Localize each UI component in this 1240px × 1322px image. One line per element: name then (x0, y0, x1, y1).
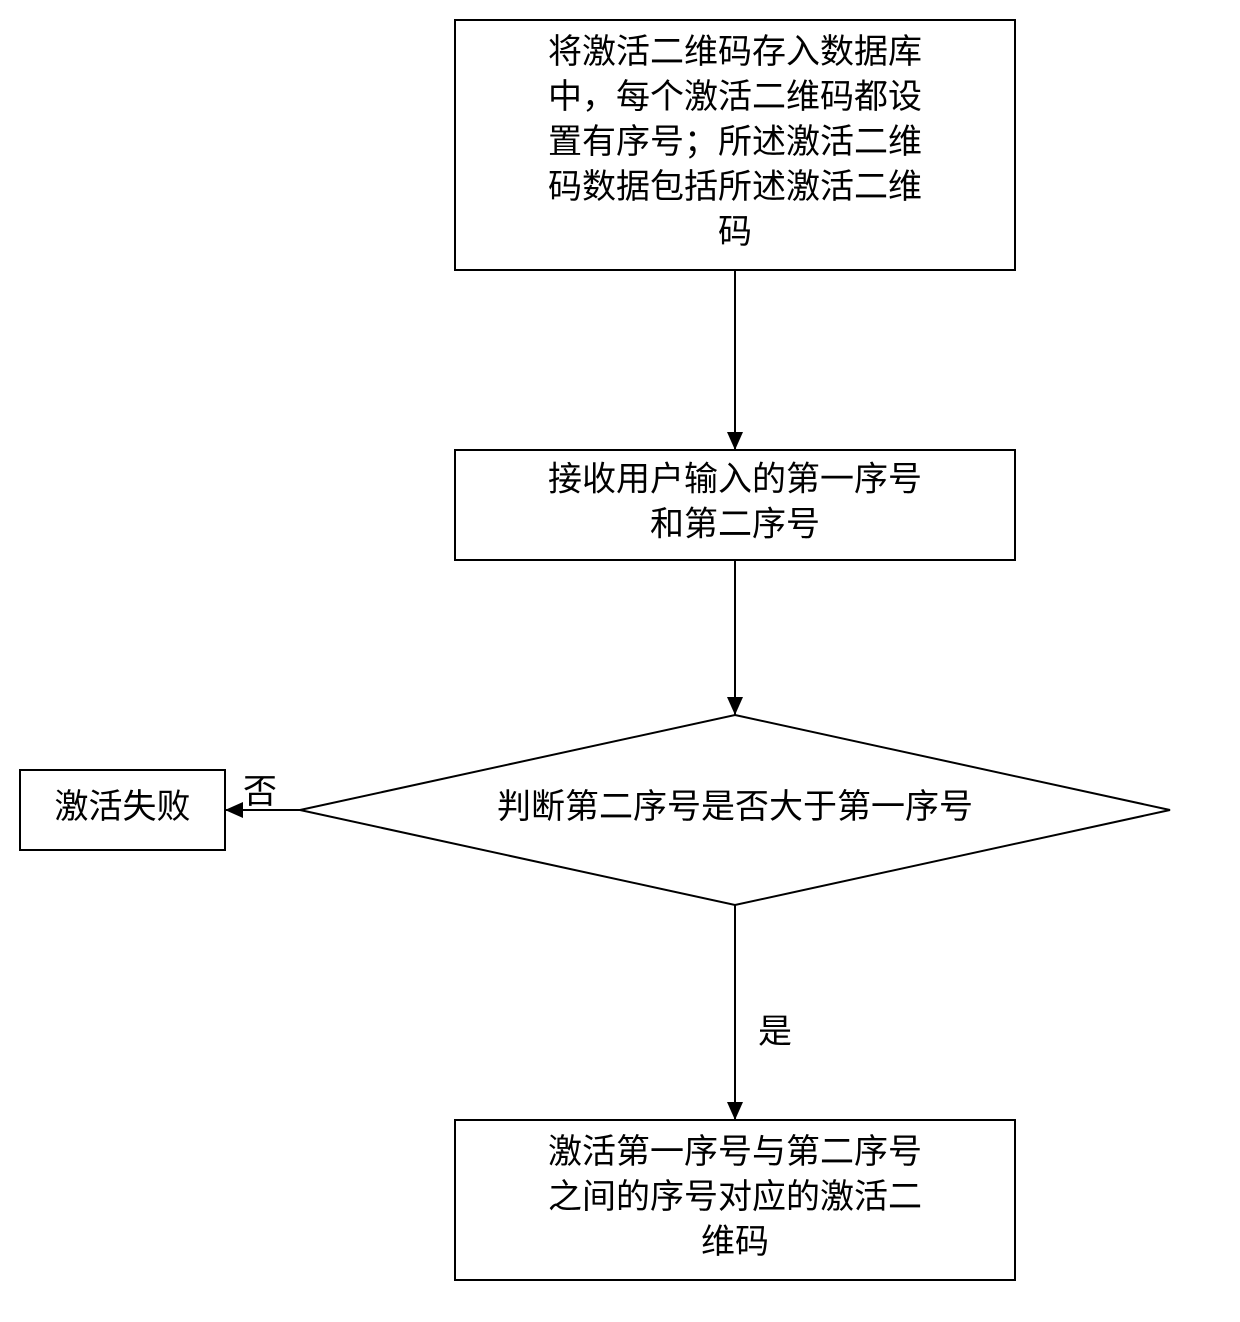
node-text-n4: 激活失败 (55, 788, 191, 826)
flowchart-node-n1: 将激活二维码存入数据库中，每个激活二维码都设置有序号；所述激活二维码数据包括所述… (455, 20, 1015, 270)
node-text-n3: 判断第二序号是否大于第一序号 (497, 788, 973, 826)
edge-label-3: 是 (758, 1014, 792, 1051)
node-text-n2: 接收用户输入的第一序号和第二序号 (548, 460, 922, 543)
flowchart-node-n2: 接收用户输入的第一序号和第二序号 (455, 450, 1015, 560)
node-text-n1: 将激活二维码存入数据库中，每个激活二维码都设置有序号；所述激活二维码数据包括所述… (548, 33, 922, 251)
flowchart-node-n4: 激活失败 (20, 770, 225, 850)
node-text-n5: 激活第一序号与第二序号之间的序号对应的激活二维码 (548, 1133, 922, 1261)
edge-label-2: 否 (243, 774, 277, 811)
flowchart-edge-3: 是 (735, 905, 792, 1120)
flowchart-edge-2: 否 (225, 774, 300, 811)
flowchart-node-n3: 判断第二序号是否大于第一序号 (300, 715, 1170, 905)
flowchart-node-n5: 激活第一序号与第二序号之间的序号对应的激活二维码 (455, 1120, 1015, 1280)
